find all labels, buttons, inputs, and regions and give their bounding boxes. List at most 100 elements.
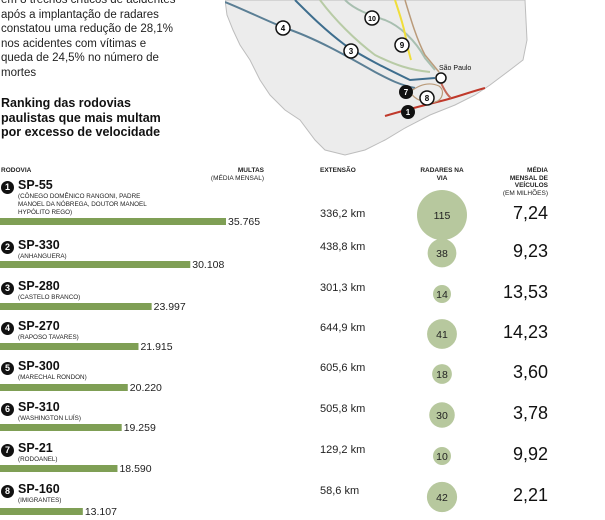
radar-count-label: 38 — [436, 248, 448, 260]
radar-count-label: 42 — [436, 492, 448, 504]
fines-bar — [0, 424, 122, 431]
fines-label: 23.997 — [154, 301, 186, 313]
radar-circle — [417, 190, 467, 240]
road-sp270 — [225, 1, 416, 89]
svg-text:8: 8 — [425, 94, 430, 103]
radar-count-label: 14 — [436, 289, 448, 301]
svg-text:4: 4 — [281, 24, 286, 33]
header-veiculos-label: MÉDIA MENSAL DE VEÍCULOS — [509, 167, 548, 189]
radar-count-label: 30 — [436, 410, 448, 422]
road-name: (RODOANEL) — [18, 456, 58, 463]
rank-badge: 5 — [1, 362, 14, 375]
road-name: (WASHINGTON LUÍS) — [18, 415, 81, 422]
vehicles-value: 13,53 — [502, 282, 548, 302]
sao-paulo-city-label: São Paulo — [439, 65, 471, 72]
rank-badge: 4 — [1, 322, 14, 335]
road-name: (CASTELO BRANCO) — [18, 294, 81, 301]
map-marker-10: 10 — [364, 10, 380, 26]
extension-value: 129,2 km — [320, 444, 366, 456]
radar-circle — [433, 285, 451, 303]
extension-value: 301,3 km — [320, 282, 366, 294]
radar-circle — [432, 364, 452, 384]
radar-circle — [429, 402, 455, 428]
road-code: SP-280 — [18, 279, 60, 293]
header-rodovia: RODOVIA — [1, 167, 32, 174]
rank-badge: 8 — [1, 485, 14, 498]
fines-label: 30.108 — [192, 259, 224, 271]
extension-value: 438,8 km — [320, 241, 366, 253]
fines-bar — [0, 261, 191, 268]
svg-text:1: 1 — [406, 108, 411, 117]
road-name: (MARECHAL RONDON) — [18, 374, 87, 381]
header-extensao: EXTENSÃO — [320, 167, 356, 174]
fines-bar — [0, 508, 83, 515]
radar-count-label: 115 — [434, 210, 451, 222]
fines-label: 18.590 — [119, 463, 151, 475]
radar-count-label: 18 — [436, 369, 448, 381]
road-name: (IMIGRANTES) — [18, 497, 62, 504]
extension-value: 336,2 km — [320, 208, 366, 220]
radar-circle — [426, 481, 458, 513]
radar-circle — [433, 447, 451, 465]
ranking-title: Ranking das rodovias paulistas que mais … — [1, 96, 161, 139]
vehicles-value: 7,24 — [512, 203, 548, 223]
fines-label: 21.915 — [140, 341, 172, 353]
state-outline — [225, 0, 528, 156]
road-code: SP-55 — [18, 178, 53, 192]
svg-text:7: 7 — [404, 88, 409, 97]
map-marker-8: 8 — [419, 90, 435, 106]
extension-value: 644,9 km — [320, 322, 366, 334]
fines-bar — [0, 384, 128, 391]
road-code: SP-21 — [18, 441, 53, 455]
vehicles-value: 2,21 — [512, 485, 548, 505]
road-sp300 — [319, 0, 431, 73]
map-marker-9: 9 — [394, 37, 410, 53]
fines-bar — [0, 465, 118, 472]
header-radares: RADARES NA VIA — [420, 167, 464, 182]
road-sp280 — [294, 0, 436, 82]
fines-bar — [0, 343, 139, 350]
sao-paulo-city-marker — [435, 72, 447, 84]
vehicles-value: 9,23 — [512, 241, 548, 261]
fines-label: 19.259 — [124, 422, 156, 434]
extension-value: 505,8 km — [320, 403, 366, 415]
svg-text:3: 3 — [349, 47, 354, 56]
rank-badge: 1 — [1, 181, 14, 194]
fines-bar — [0, 218, 226, 225]
extension-value: 58,6 km — [320, 485, 360, 497]
intro-paragraph-clip: em 8 trechos críticos de acidentes após … — [0, 0, 180, 90]
fines-label: 20.220 — [130, 382, 162, 394]
rank-badge: 3 — [1, 282, 14, 295]
radar-count-label: 41 — [436, 329, 448, 341]
vehicles-value: 3,78 — [512, 403, 548, 423]
intro-paragraph: em 8 trechos críticos de acidentes após … — [1, 0, 176, 79]
header-veiculos-sub: (EM MILHÕES) — [502, 189, 548, 197]
road-sp330b — [404, 0, 440, 73]
road-name: (ANHANGUERA) — [18, 253, 67, 260]
rank-badge: 2 — [1, 241, 14, 254]
road-code: SP-300 — [18, 359, 60, 373]
road-name: (CÔNEGO DOMÊNICO RANGONI, PADRE MANOEL D… — [18, 193, 147, 216]
map-marker-7: 7 — [399, 85, 413, 99]
rank-badge: 7 — [1, 444, 14, 457]
road-code: SP-160 — [18, 482, 60, 496]
header-veiculos: MÉDIA MENSAL DE VEÍCULOS (EM MILHÕES) — [500, 167, 548, 197]
svg-text:10: 10 — [368, 16, 376, 23]
header-multas: MULTAS (MÉDIA MENSAL) — [206, 167, 264, 182]
fines-label: 13.107 — [85, 506, 117, 518]
map-marker-1: 1 — [401, 105, 415, 119]
header-multas-sub: (MÉDIA MENSAL) — [210, 174, 264, 182]
extension-value: 605,6 km — [320, 362, 366, 374]
road-code: SP-270 — [18, 319, 60, 333]
sao-paulo-map: São Paulo 4 3 10 9 7 8 1 — [225, 0, 528, 156]
map-marker-3: 3 — [343, 43, 359, 59]
radar-circle — [427, 238, 457, 268]
road-name: (RAPOSO TAVARES) — [18, 334, 79, 341]
svg-text:9: 9 — [400, 41, 405, 50]
road-sp310 — [344, 0, 436, 71]
rank-badge: 6 — [1, 403, 14, 416]
road-code: SP-330 — [18, 238, 60, 252]
vehicles-value: 9,92 — [512, 444, 548, 464]
fines-label: 35.765 — [228, 216, 260, 228]
ranking-chart: 35.765 11530.1083823.9971421.9154120.2201… — [0, 190, 467, 518]
